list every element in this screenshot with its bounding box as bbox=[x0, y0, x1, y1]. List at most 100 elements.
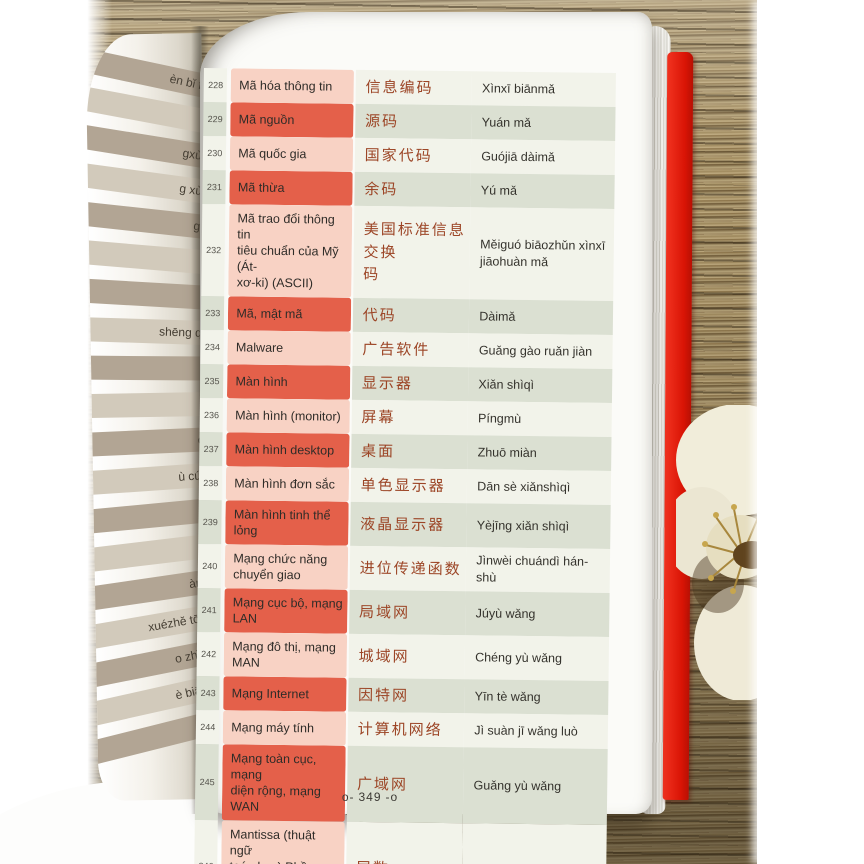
chinese-term: 尾数 bbox=[345, 821, 464, 864]
right-book-page: 228 Mã hóa thông tin 信息编码 Xìnxī biānmǎ 229 Mã… bbox=[193, 12, 652, 864]
vietnamese-term: Mantissa (thuật ngữ toán học) Phần định … bbox=[221, 820, 345, 864]
vietnamese-term: Màn hình bbox=[227, 364, 351, 400]
pinyin-term: Xiǎn shìqì bbox=[468, 367, 613, 404]
table-row: 242 Mạng đô thị, mạng MAN 城域网 Chéng yù wǎng bbox=[196, 631, 610, 681]
pinyin-term: Chéng yù wǎng bbox=[464, 635, 610, 681]
row-number: 233 bbox=[200, 295, 225, 331]
row-number: 240 bbox=[197, 543, 222, 589]
vietnamese-term: Mạng cục bộ, mạng LAN bbox=[224, 588, 348, 634]
vietnamese-term: Màn hình desktop bbox=[226, 432, 350, 468]
chinese-term: 代码 bbox=[352, 297, 470, 334]
vietnamese-term: Màn hình tinh thể lỏng bbox=[225, 500, 349, 546]
chinese-term: 显示器 bbox=[351, 365, 469, 402]
row-number: 228 bbox=[203, 68, 228, 103]
row-number: 245 bbox=[194, 743, 220, 821]
chinese-term: 美国标准信息交换 码 bbox=[352, 205, 471, 300]
chinese-term: 单色显示器 bbox=[350, 467, 468, 504]
pinyin-term: Guǎng gào ruǎn jiàn bbox=[468, 333, 613, 370]
table-row: 246Mantissa (thuật ngữ toán học) Phần đị… bbox=[193, 819, 607, 864]
pinyin-term: Guǎng yù wǎng bbox=[463, 747, 608, 825]
pinyin-term: Yīn tè wǎng bbox=[464, 679, 609, 715]
table-row: 228 Mã hóa thông tin 信息编码 Xìnxī biānmǎ bbox=[203, 68, 616, 108]
vietnamese-term: Màn hình đơn sắc bbox=[226, 466, 349, 502]
table-row: 239 Màn hình tinh thể lỏng 液晶显示器 Yèjīng xiǎ… bbox=[198, 499, 611, 549]
table-row: 244 Mạng máy tính 计算机网络 Jì suàn jī wǎng luò bbox=[195, 709, 609, 749]
pinyin-term: Dān sè xiǎnshìqì bbox=[467, 469, 612, 506]
vietnamese-term: Mạng toàn cục, mạng diện rộng, mạng WAN bbox=[222, 744, 346, 822]
chinese-term: 局域网 bbox=[348, 589, 466, 636]
footer-right-ornament: -o bbox=[385, 790, 399, 804]
chinese-term: 广域网 bbox=[346, 745, 465, 824]
row-number: 235 bbox=[199, 363, 224, 399]
pinyin-term: Wěishù bbox=[461, 823, 607, 864]
row-number: 237 bbox=[199, 431, 223, 467]
chinese-term: 国家代码 bbox=[354, 137, 472, 174]
row-number: 238 bbox=[198, 465, 223, 501]
row-number: 230 bbox=[202, 135, 227, 171]
vietnamese-term: Mã, mật mã bbox=[228, 296, 351, 332]
chinese-term: 计算机网络 bbox=[347, 711, 465, 748]
pinyin-term: Yú mǎ bbox=[470, 173, 615, 210]
vietnamese-term: Malware bbox=[227, 330, 351, 366]
page-number: 349 bbox=[358, 790, 382, 804]
pinyin-term: Jìnwèi chuándì hán- shù bbox=[465, 547, 611, 593]
vietnamese-term: Mạng chức năng chuyển giao bbox=[225, 544, 348, 590]
row-number: 242 bbox=[196, 631, 221, 677]
table-row: 236 Màn hình (monitor) 屏幕 Píngmù bbox=[199, 397, 612, 438]
table-row: 229 Mã nguồn 源码 Yuán mǎ bbox=[203, 101, 616, 142]
row-number: 239 bbox=[198, 499, 223, 545]
table-row: 241 Mạng cục bộ, mạng LAN 局域网 Júyù wǎng bbox=[197, 587, 610, 637]
row-number: 241 bbox=[197, 587, 222, 633]
table-row: 238 Màn hình đơn sắc 单色显示器 Dān sè xiǎnshìqì bbox=[198, 465, 612, 506]
row-number: 229 bbox=[203, 101, 227, 137]
pinyin-term: Jì suàn jī wǎng luò bbox=[464, 713, 609, 749]
table-row: 237 Màn hình desktop 桌面 Zhuō miàn bbox=[199, 431, 612, 472]
chinese-term: 余码 bbox=[354, 171, 472, 208]
row-number: 243 bbox=[196, 675, 220, 711]
page-footer: o- 349 -o bbox=[270, 790, 470, 804]
table-row: 235 Màn hình 显示器 Xiǎn shìqì bbox=[199, 363, 613, 404]
vietnamese-term: Mã quốc gia bbox=[230, 136, 353, 172]
chinese-term: 液晶显示器 bbox=[349, 501, 468, 548]
table-row: 231 Mã thừa 余码 Yú mǎ bbox=[202, 169, 615, 210]
overexposed-right-area bbox=[757, 0, 864, 864]
table-row: 240 Mạng chức năng chuyển giao 进位传递函数 Jìnwè… bbox=[197, 543, 611, 593]
chinese-term: 源码 bbox=[354, 103, 472, 140]
vietnamese-term: Màn hình (monitor) bbox=[226, 398, 350, 434]
vietnamese-term: Mã trao đổi thông tin tiêu chuẩn của Mỹ … bbox=[228, 204, 353, 298]
pinyin-term: Dàimǎ bbox=[469, 299, 614, 336]
pinyin-term: Yèjīng xiǎn shìqì bbox=[466, 503, 611, 549]
row-number: 246 bbox=[193, 819, 219, 864]
pinyin-term: Júyù wǎng bbox=[465, 591, 610, 637]
pinyin-term: Yuán mǎ bbox=[471, 105, 616, 142]
vietnamese-term: Mạng đô thị, mạng MAN bbox=[223, 632, 347, 678]
pinyin-term: Píngmù bbox=[467, 401, 612, 438]
footer-left-ornament: o- bbox=[341, 790, 355, 804]
vietnamese-term: Mã thừa bbox=[229, 170, 353, 206]
vietnamese-term: Mạng Internet bbox=[223, 676, 347, 712]
chinese-term: 因特网 bbox=[347, 677, 465, 714]
vietnamese-term: Mã nguồn bbox=[230, 102, 354, 138]
chinese-term: 城域网 bbox=[348, 633, 466, 680]
chinese-term: 屏幕 bbox=[351, 399, 469, 436]
vietnamese-term: Mã hóa thông tin bbox=[230, 68, 354, 104]
table-row: 232 Mã trao đổi thông tin tiêu chuẩn của … bbox=[201, 203, 615, 302]
chinese-term: 进位传递函数 bbox=[349, 545, 467, 592]
pinyin-term: Xìnxī biānmǎ bbox=[471, 71, 616, 108]
table-row: 234 Malware 广告软件 Guǎng gào ruǎn jiàn bbox=[200, 329, 613, 370]
chinese-term: 信息编码 bbox=[355, 69, 473, 106]
table-row: 230 Mã quốc gia 国家代码 Guójiā dàimǎ bbox=[202, 135, 616, 176]
table-row: 233 Mã, mật mã 代码 Dàimǎ bbox=[200, 295, 614, 336]
chinese-term: 桌面 bbox=[350, 433, 468, 470]
pinyin-term: Měiguó biāozhǔn xìnxī jiāohuàn mǎ bbox=[469, 207, 615, 302]
row-number: 234 bbox=[200, 329, 225, 365]
table-row: 243 Mạng Internet 因特网 Yīn tè wǎng bbox=[196, 675, 609, 715]
row-number: 244 bbox=[195, 709, 220, 745]
table-row: 245 Mạng toàn cục, mạng diện rộng, mạng W… bbox=[194, 743, 608, 825]
vietnamese-term: Mạng máy tính bbox=[223, 710, 346, 746]
row-number: 231 bbox=[202, 169, 227, 205]
row-number: 236 bbox=[199, 397, 224, 433]
pinyin-term: Guójiā dàimǎ bbox=[471, 139, 616, 176]
pinyin-term: Zhuō miàn bbox=[467, 435, 612, 472]
